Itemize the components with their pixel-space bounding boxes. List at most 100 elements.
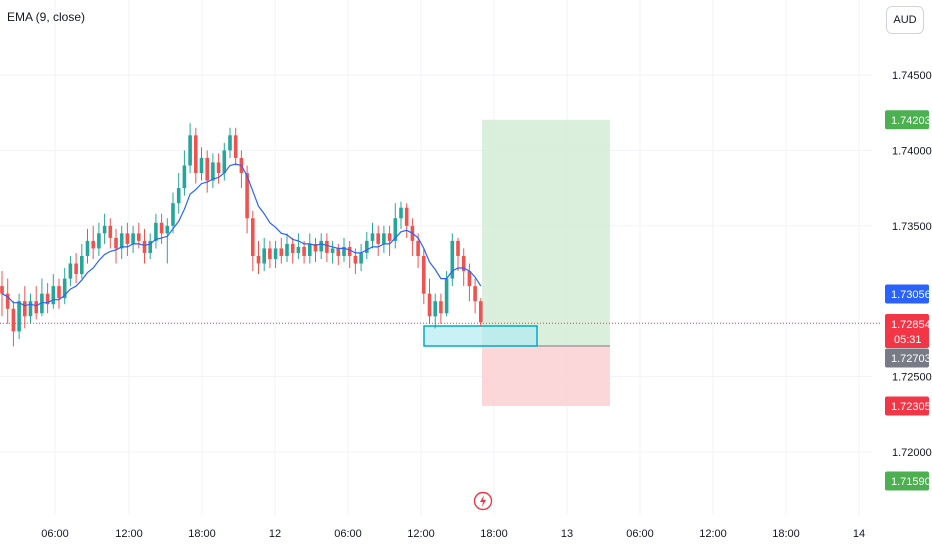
candle-body bbox=[57, 286, 61, 299]
take-profit-zone bbox=[482, 119, 610, 346]
candle-body bbox=[342, 246, 346, 256]
candle-body bbox=[433, 301, 437, 317]
entry-price-label-bg bbox=[885, 348, 929, 368]
candle-body bbox=[0, 286, 4, 294]
candle-body bbox=[142, 240, 147, 253]
candle-body bbox=[444, 278, 449, 314]
last-price-label: 1.72854 bbox=[891, 319, 931, 331]
candle-body bbox=[439, 301, 443, 314]
candle-body bbox=[23, 301, 27, 317]
candle-body bbox=[211, 162, 215, 181]
take-profit-label-bg bbox=[885, 110, 929, 130]
chart-grid bbox=[0, 0, 872, 515]
candle-body bbox=[262, 248, 266, 264]
candle-body bbox=[268, 248, 272, 259]
last-price-label-bg bbox=[885, 314, 929, 348]
candle-body bbox=[137, 233, 141, 241]
candle-body bbox=[290, 243, 295, 253]
ema-value-label-bg bbox=[885, 284, 929, 304]
time-tick-label: 06:00 bbox=[41, 528, 69, 540]
candle-body bbox=[347, 246, 352, 256]
candle-body bbox=[359, 252, 363, 264]
time-tick-label: 12:00 bbox=[115, 528, 143, 540]
price-axis[interactable]: 1.74500 1.74000 1.73500 1.72500 1.72000 1.742… bbox=[885, 70, 932, 491]
candle-body bbox=[319, 240, 323, 252]
candle-body bbox=[273, 248, 278, 259]
candle-body bbox=[154, 222, 158, 241]
candle-body bbox=[256, 255, 261, 264]
time-tick-label: 18:00 bbox=[480, 528, 508, 540]
candle-body bbox=[370, 233, 375, 241]
candle-body bbox=[336, 248, 341, 256]
candle-body bbox=[404, 207, 409, 226]
candle-body bbox=[422, 255, 426, 294]
candle-body bbox=[479, 301, 483, 323]
candle-body bbox=[34, 301, 38, 314]
ema-value-label: 1.73056 bbox=[891, 289, 931, 301]
candle-body bbox=[182, 165, 187, 189]
candle-body bbox=[17, 301, 21, 332]
stop-loss-zone bbox=[482, 345, 610, 407]
time-tick-label: 12:00 bbox=[699, 528, 727, 540]
candle-body bbox=[165, 225, 170, 234]
time-tick-label: 18:00 bbox=[772, 528, 800, 540]
countdown-label: 05:31 bbox=[894, 334, 922, 346]
time-tick-label: 18:00 bbox=[188, 528, 216, 540]
time-axis[interactable]: 06:00 12:00 18:00 12 06:00 12:00 18:00 13 06:00 1… bbox=[41, 528, 865, 540]
candle-body bbox=[45, 293, 50, 305]
candle-body bbox=[68, 263, 73, 279]
entry-price-label: 1.72703 bbox=[891, 353, 931, 365]
candle-body bbox=[222, 150, 227, 174]
candle-body bbox=[233, 135, 238, 158]
lightning-bolt-icon[interactable] bbox=[473, 491, 493, 511]
entry-rectangle bbox=[423, 325, 538, 347]
time-tick-label: 13 bbox=[561, 528, 573, 540]
candle-body bbox=[85, 240, 90, 256]
ema-indicator-legend[interactable]: EMA (9, close) bbox=[7, 10, 86, 24]
currency-button[interactable]: AUD bbox=[886, 6, 924, 34]
ema-polyline bbox=[1, 163, 482, 307]
price-tick-label: 1.74500 bbox=[892, 70, 932, 82]
price-tick-label: 1.74000 bbox=[892, 145, 932, 157]
candle-body bbox=[456, 240, 460, 256]
candle-body bbox=[427, 293, 432, 317]
candle-body bbox=[205, 157, 209, 181]
candle-body bbox=[131, 233, 135, 244]
candle-body bbox=[325, 240, 329, 253]
candlestick-series bbox=[0, 123, 483, 347]
candle-body bbox=[74, 263, 78, 275]
time-tick-label: 12 bbox=[269, 528, 281, 540]
candle-body bbox=[40, 293, 44, 314]
ema-line bbox=[1, 163, 482, 307]
candle-body bbox=[245, 173, 249, 219]
candle-body bbox=[125, 233, 130, 244]
candle-body bbox=[416, 240, 420, 256]
time-tick-label: 06:00 bbox=[334, 528, 362, 540]
candle-body bbox=[279, 248, 284, 256]
long-position-tool[interactable] bbox=[423, 119, 610, 407]
candle-body bbox=[80, 255, 84, 275]
bottom-price-label-bg bbox=[885, 471, 929, 491]
candle-body bbox=[176, 188, 181, 204]
candle-body bbox=[119, 233, 124, 249]
stop-loss-label: 1.72305 bbox=[891, 401, 931, 413]
candle-body bbox=[91, 240, 95, 249]
candle-body bbox=[393, 218, 398, 241]
candle-body bbox=[296, 246, 301, 253]
candle-body bbox=[467, 271, 472, 287]
bottom-price-label: 1.71590 bbox=[891, 476, 931, 488]
candle-body bbox=[188, 135, 192, 166]
candle-body bbox=[148, 240, 152, 253]
time-tick-label: 14 bbox=[853, 528, 865, 540]
candle-body bbox=[51, 286, 56, 305]
candle-body bbox=[199, 157, 204, 174]
candle-body bbox=[330, 248, 335, 253]
candle-body bbox=[159, 222, 164, 234]
stop-loss-label-bg bbox=[885, 396, 929, 416]
take-profit-label: 1.74203 bbox=[891, 115, 931, 127]
candle-body bbox=[228, 135, 232, 151]
candle-body bbox=[11, 308, 16, 332]
candle-body bbox=[399, 207, 403, 219]
candle-body bbox=[251, 218, 255, 256]
